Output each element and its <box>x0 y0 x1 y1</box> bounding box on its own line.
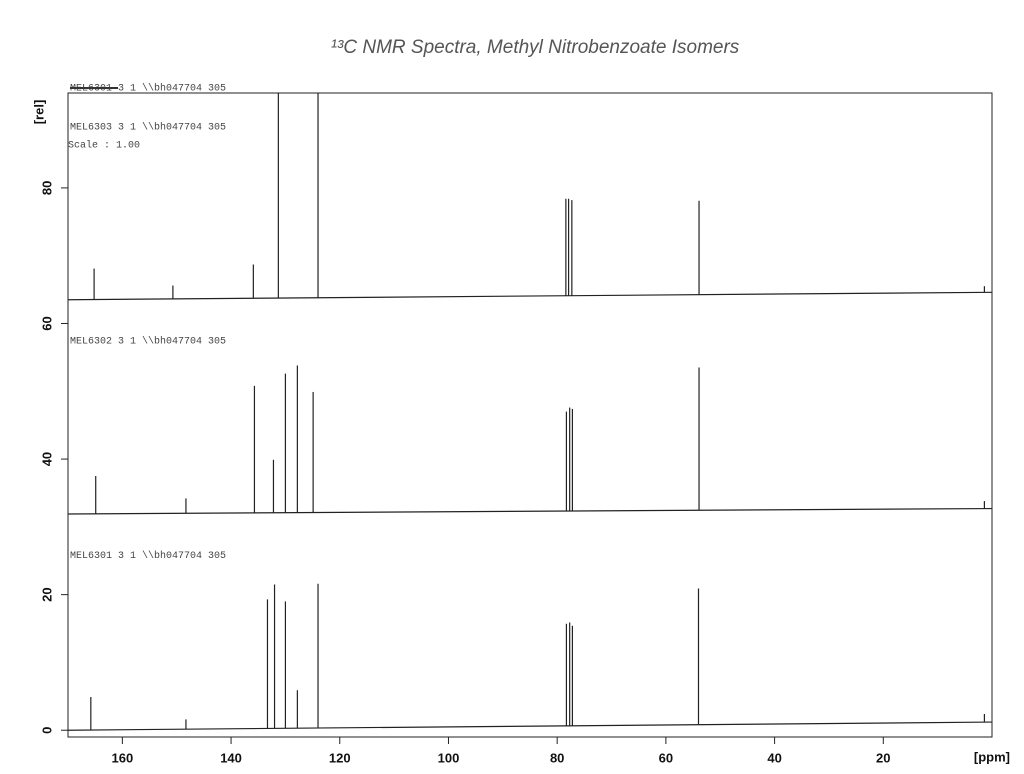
plot-area <box>68 93 992 731</box>
x-tick-label: 140 <box>220 750 242 765</box>
baseline <box>68 721 992 731</box>
y-tick-label: 40 <box>39 452 54 466</box>
y-tick-label: 60 <box>39 316 54 330</box>
scale-note: Scale : 1.00 <box>68 140 140 152</box>
y-axis-label: [rel] <box>31 100 46 125</box>
y-tick-label: 20 <box>39 587 54 601</box>
x-tick-label: 60 <box>659 750 673 765</box>
x-tick-label: 80 <box>550 750 564 765</box>
series-label: MEL6303 3 1 \\bh047704 305 <box>70 121 226 133</box>
y-tick-label: 80 <box>39 181 54 195</box>
plot-frame <box>67 92 993 738</box>
x-tick-label: 120 <box>329 750 351 765</box>
x-tick-label: 40 <box>767 750 781 765</box>
x-axis-label: [ppm] <box>974 749 1010 764</box>
baseline <box>68 291 992 301</box>
x-tick-label: 160 <box>112 750 134 765</box>
series-label: MEL6302 3 1 \\bh047704 305 <box>70 336 226 348</box>
x-tick-label: 20 <box>876 750 890 765</box>
x-tick-label: 100 <box>438 750 460 765</box>
header-label: MEL6301 3 1 \\bh047704 305 <box>70 83 226 95</box>
series-label: MEL6301 3 1 \\bh047704 305 <box>70 550 226 562</box>
y-tick-label: 0 <box>39 727 54 734</box>
baseline <box>68 507 992 515</box>
chart-title: ¹³C NMR Spectra, Methyl Nitrobenzoate Is… <box>331 37 740 58</box>
